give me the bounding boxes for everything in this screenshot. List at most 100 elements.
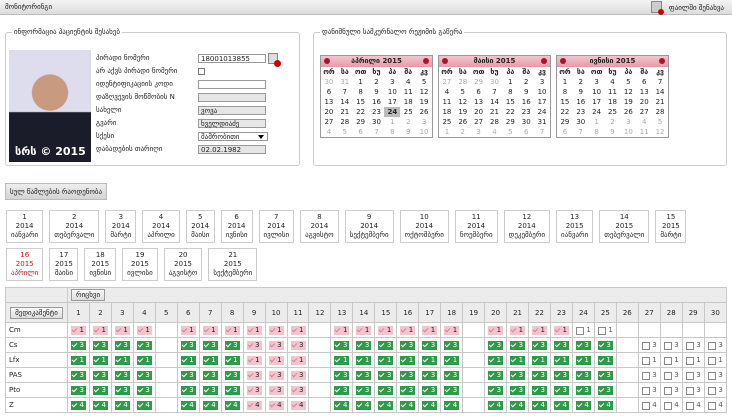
dose-value[interactable]: 3	[663, 386, 679, 395]
period-tab[interactable]: 21 2015 სექტემბერი	[208, 248, 258, 281]
dose-value[interactable]: 3	[202, 370, 218, 380]
dose-value[interactable]: 3	[136, 385, 152, 395]
dose-value[interactable]: 1	[400, 355, 416, 365]
calendar-day[interactable]: 13	[324, 98, 334, 106]
dose-value[interactable]: 3	[202, 340, 218, 350]
dose-value[interactable]: 4	[685, 401, 701, 410]
calendar-day[interactable]: 3	[539, 78, 545, 86]
dose-value[interactable]: 4	[202, 400, 218, 410]
dose-value[interactable]: 3	[597, 385, 613, 395]
calendar-day[interactable]: 29	[505, 118, 515, 126]
dose-value[interactable]: 1	[531, 355, 547, 365]
calendar-day[interactable]: 2	[523, 78, 529, 86]
calendar-day[interactable]: 19	[623, 98, 633, 106]
calendar-day[interactable]: 5	[508, 128, 513, 136]
dose-value[interactable]: 3	[488, 385, 504, 395]
dose-value[interactable]: 3	[378, 340, 394, 350]
dose-value[interactable]: 3	[707, 386, 723, 395]
calendar-day[interactable]: 17	[387, 98, 397, 106]
calendar-day[interactable]: 2	[460, 128, 465, 136]
period-tab[interactable]: 14 2015 თებერვალი	[599, 210, 650, 243]
calendar-day[interactable]: 29	[474, 78, 484, 86]
dose-value[interactable]: 4	[641, 401, 657, 410]
drug-header[interactable]: მედიკამენტი	[10, 306, 63, 319]
dose-value[interactable]: 4	[575, 400, 591, 410]
dose-value[interactable]: 1	[224, 355, 240, 365]
dose-value[interactable]: 1	[685, 356, 701, 365]
calendar-day[interactable]: 8	[508, 88, 513, 96]
calendar-day[interactable]: 30	[576, 118, 586, 126]
dose-value[interactable]: 3	[685, 386, 701, 395]
calendar-day[interactable]: 7	[374, 128, 379, 136]
calendar-day[interactable]: 28	[340, 118, 350, 126]
dose-value[interactable]: 1	[641, 356, 657, 365]
dose-value[interactable]: 1	[268, 325, 284, 335]
dose-value[interactable]: 4	[707, 401, 723, 410]
calendar-day[interactable]: 3	[626, 118, 631, 126]
period-tab[interactable]: 18 2015 ივნისი	[84, 248, 117, 281]
dose-value[interactable]: 3	[334, 385, 350, 395]
dose-value[interactable]: 1	[136, 355, 152, 365]
calendar-day[interactable]: 10	[592, 88, 602, 96]
dose-value[interactable]: 4	[180, 400, 196, 410]
calendar-day[interactable]: 30	[490, 78, 499, 86]
field-input[interactable]	[198, 80, 266, 89]
dose-value[interactable]: 1	[224, 325, 240, 335]
calendar-day[interactable]: 20	[324, 108, 334, 116]
dose-value[interactable]: 3	[334, 340, 350, 350]
calendar-day[interactable]: 23	[576, 108, 586, 116]
field-input[interactable]: ხველდიაძე	[198, 119, 266, 128]
field-input[interactable]	[198, 93, 266, 102]
dose-value[interactable]: 3	[488, 370, 504, 380]
dose-value[interactable]: 3	[685, 341, 701, 350]
calendar-day[interactable]: 21	[340, 108, 350, 116]
dose-value[interactable]: 3	[685, 371, 701, 380]
dose-value[interactable]: 1	[444, 355, 460, 365]
calendar-day[interactable]: 3	[594, 78, 599, 86]
dose-value[interactable]: 3	[488, 340, 504, 350]
period-tab[interactable]: 10 2014 ოქტომბერი	[399, 210, 449, 243]
dose-value[interactable]: 3	[510, 370, 526, 380]
calendar-day[interactable]: 17	[592, 98, 602, 106]
calendar-day[interactable]: 9	[405, 128, 411, 136]
calendar-day[interactable]: 6	[562, 128, 568, 136]
dose-value[interactable]: 4	[422, 400, 438, 410]
dose-value[interactable]: 1	[488, 325, 504, 335]
search-button[interactable]	[268, 53, 281, 67]
dose-value[interactable]: 4	[334, 400, 350, 410]
dose-value[interactable]: 4	[290, 400, 306, 410]
dose-value[interactable]: 3	[575, 340, 591, 350]
calendar-day[interactable]: 6	[326, 88, 332, 96]
dose-value[interactable]: 1	[575, 355, 591, 365]
dose-value[interactable]: 3	[70, 385, 86, 395]
dose-value[interactable]: 1	[707, 356, 723, 365]
calendar-day[interactable]: 6	[358, 128, 363, 136]
calendar-day[interactable]: 1	[562, 78, 568, 86]
period-tab[interactable]: 11 2014 ნოემბერი	[454, 210, 498, 243]
dose-value[interactable]: 1	[70, 325, 86, 335]
calendar-day[interactable]: 10	[387, 88, 397, 96]
calendar-day[interactable]: 23	[521, 108, 531, 116]
period-tab[interactable]: 6 2014 ივნისი	[220, 210, 253, 243]
dose-value[interactable]: 1	[114, 325, 130, 335]
calendar-day[interactable]: 6	[641, 78, 647, 86]
period-tab[interactable]: 7 2014 ივლისი	[258, 210, 295, 243]
calendar-day[interactable]: 2	[610, 118, 615, 126]
field-input[interactable]: ვოვა	[198, 106, 266, 115]
calendar-day[interactable]: 5	[626, 78, 631, 86]
dose-value[interactable]: 1	[202, 325, 218, 335]
dose-value[interactable]: 3	[114, 385, 130, 395]
calendar-day[interactable]: 28	[458, 78, 468, 86]
calendar-day[interactable]: 1	[444, 128, 450, 136]
calendar-day[interactable]: 7	[539, 128, 545, 136]
period-tab[interactable]: 13 2015 იანვარი	[556, 210, 594, 243]
dose-value[interactable]: 1	[180, 325, 196, 335]
calendar-day[interactable]: 3	[390, 78, 395, 86]
dose-value[interactable]: 3	[707, 341, 723, 350]
calendar-day[interactable]: 10	[537, 88, 547, 96]
dose-value[interactable]: 3	[180, 340, 196, 350]
calendar-day[interactable]: 10	[623, 128, 633, 136]
dose-value[interactable]: 3	[246, 385, 262, 395]
dose-value[interactable]: 3	[378, 385, 394, 395]
dose-value[interactable]: 3	[334, 370, 350, 380]
